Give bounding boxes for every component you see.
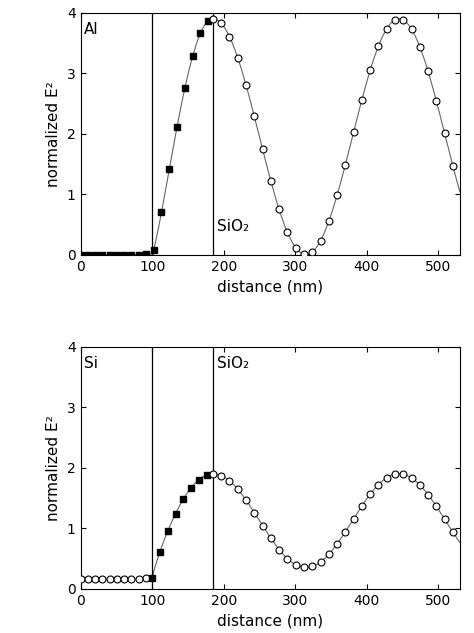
Text: SiO₂: SiO₂: [217, 218, 249, 234]
Y-axis label: normalized E²: normalized E²: [46, 81, 61, 187]
Text: Al: Al: [84, 22, 99, 37]
X-axis label: distance (nm): distance (nm): [217, 279, 323, 294]
Text: SiO₂: SiO₂: [217, 356, 249, 371]
Text: Si: Si: [84, 356, 98, 371]
Y-axis label: normalized E²: normalized E²: [46, 415, 61, 520]
X-axis label: distance (nm): distance (nm): [217, 613, 323, 628]
